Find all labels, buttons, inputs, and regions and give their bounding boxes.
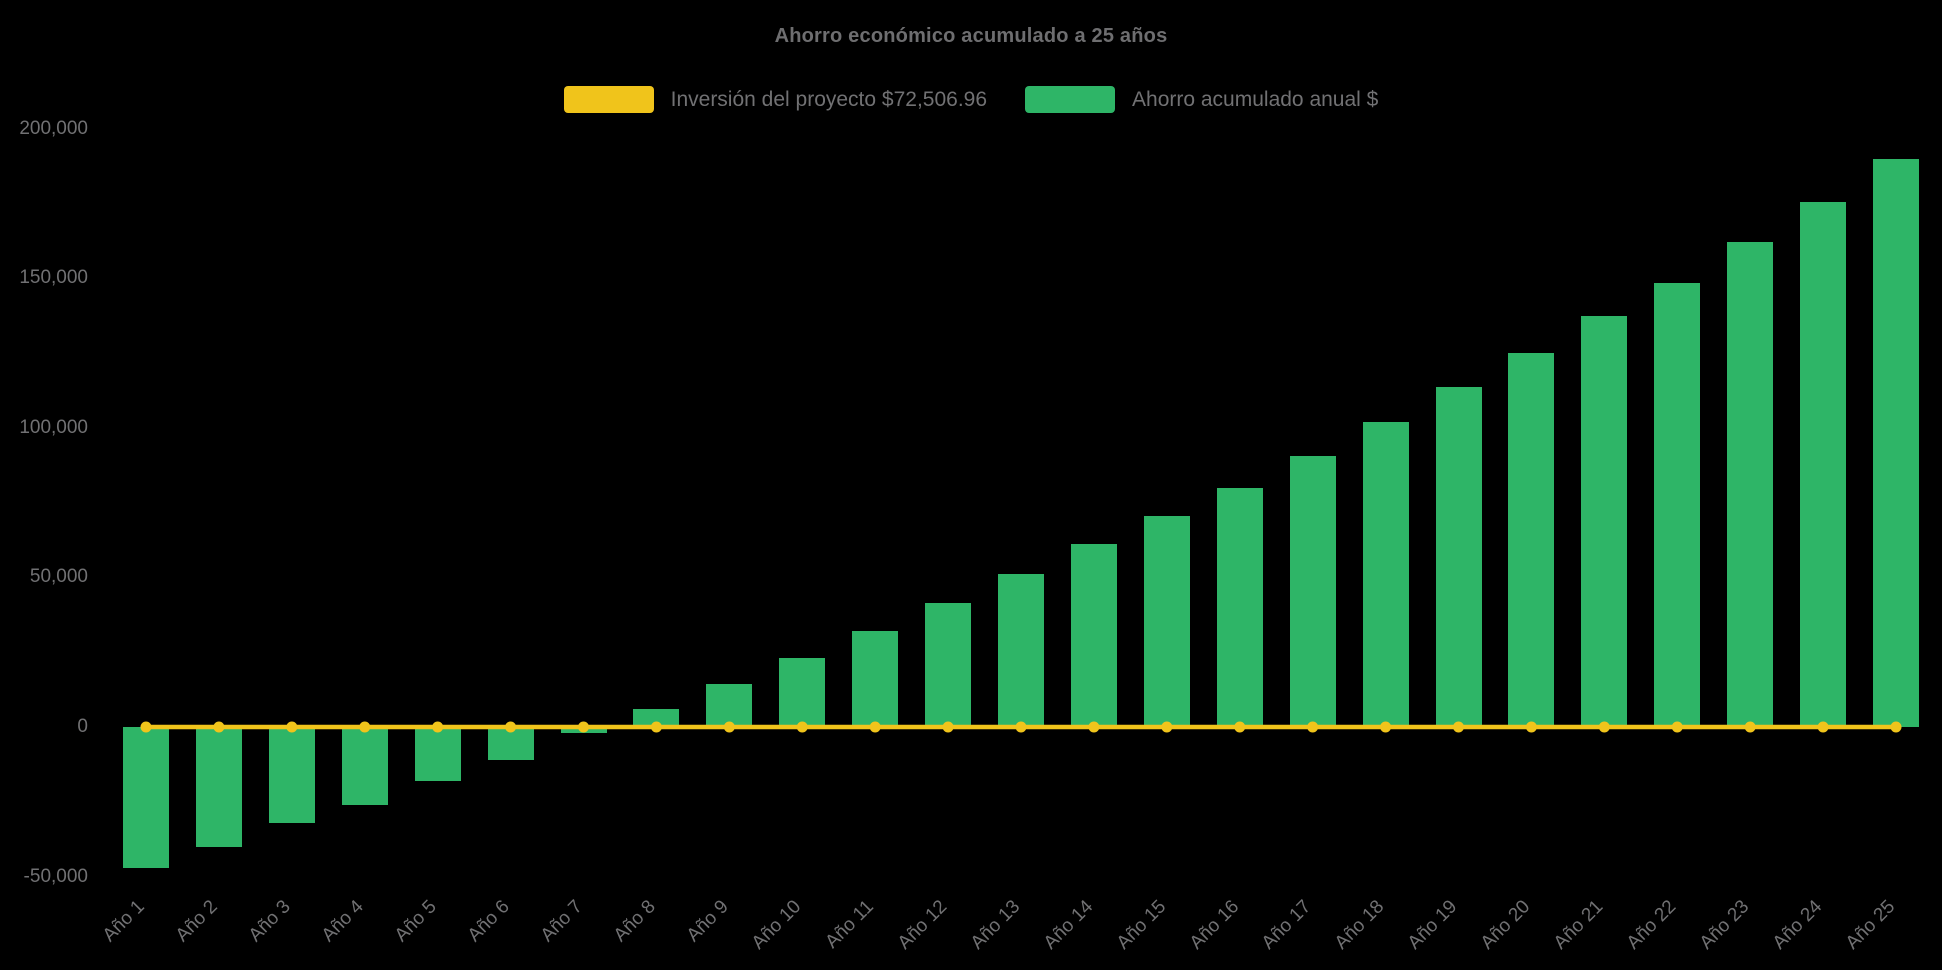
bar-year-23[interactable]: [1727, 242, 1774, 727]
x-axis-label: Año 2: [172, 896, 222, 947]
bar-year-13[interactable]: [998, 574, 1044, 727]
x-axis-label: Año 1: [99, 896, 150, 947]
x-axis-label: Año 5: [390, 896, 441, 947]
x-axis-label: Año 7: [536, 896, 587, 947]
bar-year-20[interactable]: [1508, 353, 1555, 727]
legend-item-investment[interactable]: Inversión del proyecto $72,506.96: [563, 86, 988, 113]
x-axis-label: Año 23: [1695, 896, 1754, 954]
legend-swatch-investment-icon: [563, 86, 654, 113]
bar-year-8[interactable]: [633, 709, 680, 727]
y-axis-label: 100,000: [19, 416, 88, 438]
x-axis-label: Año 12: [893, 896, 952, 954]
x-axis-label: Año 9: [682, 896, 733, 947]
legend-swatch-savings-icon: [1025, 86, 1116, 113]
bar-year-3[interactable]: [268, 727, 315, 823]
bar-year-5[interactable]: [414, 727, 461, 781]
y-axis-label: 0: [77, 716, 88, 737]
bar-year-24[interactable]: [1800, 201, 1847, 727]
bar-year-4[interactable]: [341, 727, 388, 805]
x-axis-label: Año 15: [1112, 896, 1170, 954]
y-axis-label: 200,000: [19, 117, 88, 139]
bar-year-19[interactable]: [1435, 387, 1482, 727]
x-axis-label: Año 11: [821, 896, 879, 953]
x-axis-label: Año 16: [1185, 896, 1243, 954]
bar-year-15[interactable]: [1143, 516, 1190, 727]
bar-year-16[interactable]: [1216, 487, 1263, 727]
x-axis-label: Año 22: [1622, 896, 1681, 954]
x-axis-label: Año 13: [966, 896, 1025, 954]
x-axis-label: Año 17: [1258, 896, 1316, 954]
x-axis-label: Año 20: [1477, 896, 1535, 954]
x-axis-label: Año 8: [609, 896, 660, 947]
bar-year-10[interactable]: [779, 658, 826, 727]
y-axis: 200,000 150,000 100,000 50,000 0 -50,000: [0, 0, 88, 970]
bar-year-2[interactable]: [195, 727, 242, 847]
bar-year-9[interactable]: [706, 683, 753, 727]
y-axis-label: 50,000: [29, 566, 88, 588]
legend-label-savings: Ahorro acumulado anual $: [1132, 87, 1379, 111]
bar-year-14[interactable]: [1070, 544, 1117, 727]
x-axis-label: Año 3: [244, 896, 295, 947]
y-axis-label: -50,000: [23, 865, 88, 887]
bar-year-1[interactable]: [123, 727, 169, 868]
bar-year-12[interactable]: [925, 602, 972, 727]
legend-item-savings[interactable]: Ahorro acumulado anual $: [1025, 86, 1378, 113]
x-axis-label: Año 4: [317, 896, 368, 947]
x-axis-label: Año 19: [1404, 896, 1462, 954]
bar-year-18[interactable]: [1362, 421, 1409, 727]
y-axis-label: 150,000: [19, 267, 88, 289]
chart-title: Ahorro económico acumulado a 25 años: [774, 25, 1168, 47]
bar-year-11[interactable]: [852, 631, 899, 727]
x-axis-label: Año 24: [1768, 896, 1827, 954]
x-axis-label: Año 25: [1841, 896, 1900, 954]
x-axis-label: Año 10: [747, 896, 806, 954]
bar-year-17[interactable]: [1289, 456, 1336, 727]
x-axis-label: Año 6: [463, 896, 514, 947]
bar-year-21[interactable]: [1581, 315, 1628, 727]
legend-label-investment: Inversión del proyecto $72,506.96: [670, 87, 988, 111]
x-axis-label: Año 18: [1331, 896, 1389, 954]
legend: Inversión del proyecto $72,506.96 Ahorro…: [0, 86, 1942, 113]
bar-year-22[interactable]: [1654, 282, 1701, 727]
x-axis-label: Año 14: [1039, 896, 1097, 954]
bar-year-25[interactable]: [1873, 158, 1919, 727]
x-axis-label: Año 21: [1549, 896, 1608, 954]
